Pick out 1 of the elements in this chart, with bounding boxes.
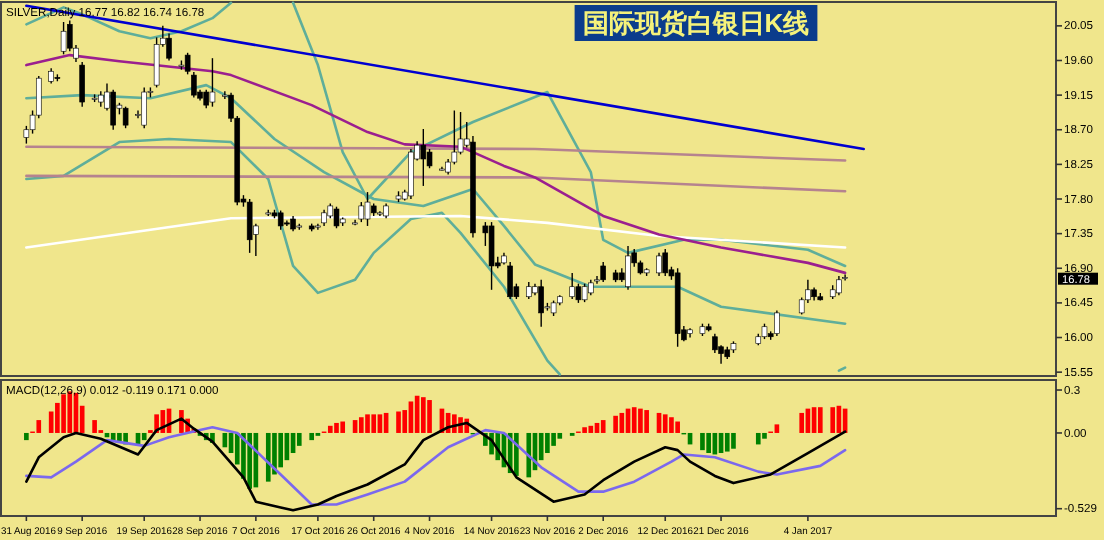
chart-title: 国际现货白银日K线 xyxy=(582,8,810,38)
